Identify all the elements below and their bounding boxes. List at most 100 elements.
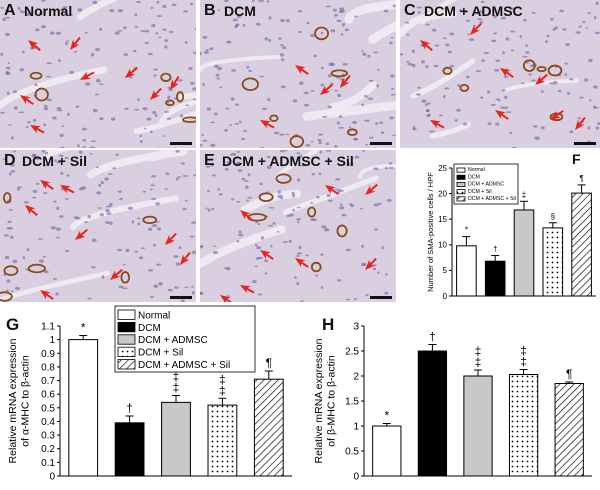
panel-letter-g: G <box>6 315 19 334</box>
red-arrow-icon <box>295 258 309 268</box>
panel-letter-h: H <box>322 315 334 334</box>
red-arrow-icon <box>575 116 586 130</box>
red-arrow-icon <box>240 210 253 222</box>
bar-4 <box>542 227 564 297</box>
bar-5 <box>253 378 284 477</box>
legend-entry: DCM + ADMSC <box>138 335 208 346</box>
bar-4 <box>207 404 238 477</box>
scale-bar <box>370 142 392 145</box>
panel-letter-d: D <box>4 152 16 169</box>
red-arrow-icon <box>295 65 309 75</box>
y-tick-label: 0.2 <box>41 444 55 455</box>
significance-marker: † <box>429 330 436 344</box>
legend-swatch <box>456 174 466 180</box>
micrograph-image-d <box>0 150 196 302</box>
bar-3 <box>513 209 535 297</box>
y-tick-label: 15 <box>438 215 447 224</box>
legend-entry: DCM + Sil <box>468 189 492 195</box>
micrograph-image-c <box>400 0 600 148</box>
red-arrow-icon <box>320 83 333 95</box>
y-tick-label: 0.5 <box>345 447 359 458</box>
legend-swatch <box>456 167 466 173</box>
chart-panel-g: G 0 0.1 0.2 0.3 0.4 0.5 0.6 0.7 0.8 0.9 1 1.1 Relativ… <box>0 304 300 490</box>
panel-title-b: DCM <box>224 3 256 19</box>
red-arrow-icon <box>495 110 509 120</box>
significance-marker: † <box>126 401 133 415</box>
red-arrow-icon <box>125 66 138 78</box>
bar-3 <box>463 375 493 477</box>
red-arrow-icon <box>470 22 482 35</box>
legend-swatch <box>456 196 466 202</box>
red-arrow-icon <box>20 95 34 105</box>
bar-1 <box>372 425 402 477</box>
scale-bar <box>170 296 192 299</box>
significance-marker: ¶ <box>566 367 572 381</box>
significance-marker: * <box>81 321 86 335</box>
y-tick-label: 0 <box>353 472 359 483</box>
red-arrow-icon <box>40 290 54 300</box>
bar-5 <box>571 192 592 297</box>
red-arrow-icon <box>70 36 81 50</box>
micrograph-image-e <box>200 150 396 302</box>
red-arrow-icon <box>40 180 54 190</box>
legend-entry: Normal <box>468 167 485 173</box>
chart-panel-h: H 0 0.5 1 1.5 2 2.5 3 Relative mRNA expressionof… <box>300 304 600 490</box>
red-arrow-icon <box>170 75 180 90</box>
micrograph-panel-c: C DCM + ADMSC <box>400 0 600 148</box>
significance-marker: ‡ <box>173 381 180 395</box>
y-tick-label: 0.8 <box>41 362 55 373</box>
legend-entry: DCM <box>138 323 161 334</box>
panel-letter-a: A <box>4 2 16 19</box>
legend-entry: DCM + ADMSC <box>468 182 504 188</box>
significance-marker: ‡ <box>475 355 482 369</box>
y-axis-label: Relative mRNA expressionof α-MHC to β-ac… <box>7 338 31 463</box>
legend-swatch <box>117 309 136 320</box>
scale-bar <box>170 142 192 145</box>
y-tick-label: 1 <box>353 422 359 433</box>
red-arrow-icon <box>535 73 548 85</box>
red-arrow-icon <box>340 74 351 88</box>
y-tick-label: 1.1 <box>41 322 55 333</box>
significance-marker: ¶ <box>579 174 583 183</box>
red-arrow-icon <box>365 257 377 270</box>
panel-title-c: DCM + ADMSC <box>424 3 523 19</box>
legend-entry: DCM + ADMSC + Sil <box>138 360 230 371</box>
y-tick-label: 3 <box>353 322 359 333</box>
panel-title-e: DCM + ADMSC + Sil <box>222 153 354 169</box>
panel-letter-e: E <box>204 152 215 169</box>
red-arrow-icon <box>430 120 445 129</box>
red-arrow-icon <box>150 87 162 100</box>
y-tick-label: 1 <box>49 335 55 346</box>
micrograph-panel-b: B DCM <box>200 0 396 148</box>
y-tick-label: 0.6 <box>41 390 55 401</box>
micrograph-panel-d: D DCM + Sil <box>0 150 196 302</box>
panel-letter-f: F <box>572 151 581 167</box>
bar-2 <box>484 260 506 297</box>
y-tick-label: 20 <box>438 189 447 198</box>
red-arrow-icon <box>30 125 45 134</box>
red-arrow-icon <box>110 268 123 280</box>
red-arrow-icon <box>25 205 38 217</box>
y-tick-label: 1.5 <box>345 397 359 408</box>
y-tick-label: 0.3 <box>41 431 55 442</box>
legend-swatch <box>456 182 466 188</box>
red-arrow-icon <box>260 250 274 260</box>
red-arrow-icon <box>180 251 191 265</box>
significance-marker: ‡ <box>520 344 527 358</box>
significance-marker: ‡ <box>173 370 180 384</box>
bar-2 <box>417 350 448 477</box>
red-arrow-icon <box>500 68 514 78</box>
chart-panel-f: F 0 5 10 15 20 25 Number of SMA-positive cells … <box>400 150 600 302</box>
significance-marker: ‡ <box>219 383 226 397</box>
legend-swatch <box>117 359 136 370</box>
bar-3 <box>161 401 191 477</box>
y-tick-label: 0 <box>443 292 448 301</box>
y-tick-label: 5 <box>443 266 448 275</box>
red-arrow-icon <box>75 228 88 240</box>
significance-marker: ¶ <box>266 356 272 370</box>
red-arrow-icon <box>220 295 234 302</box>
bar-1 <box>456 245 477 297</box>
legend-swatch <box>117 346 136 358</box>
y-tick-label: 0.7 <box>41 376 55 387</box>
micrograph-image-b <box>200 0 396 148</box>
